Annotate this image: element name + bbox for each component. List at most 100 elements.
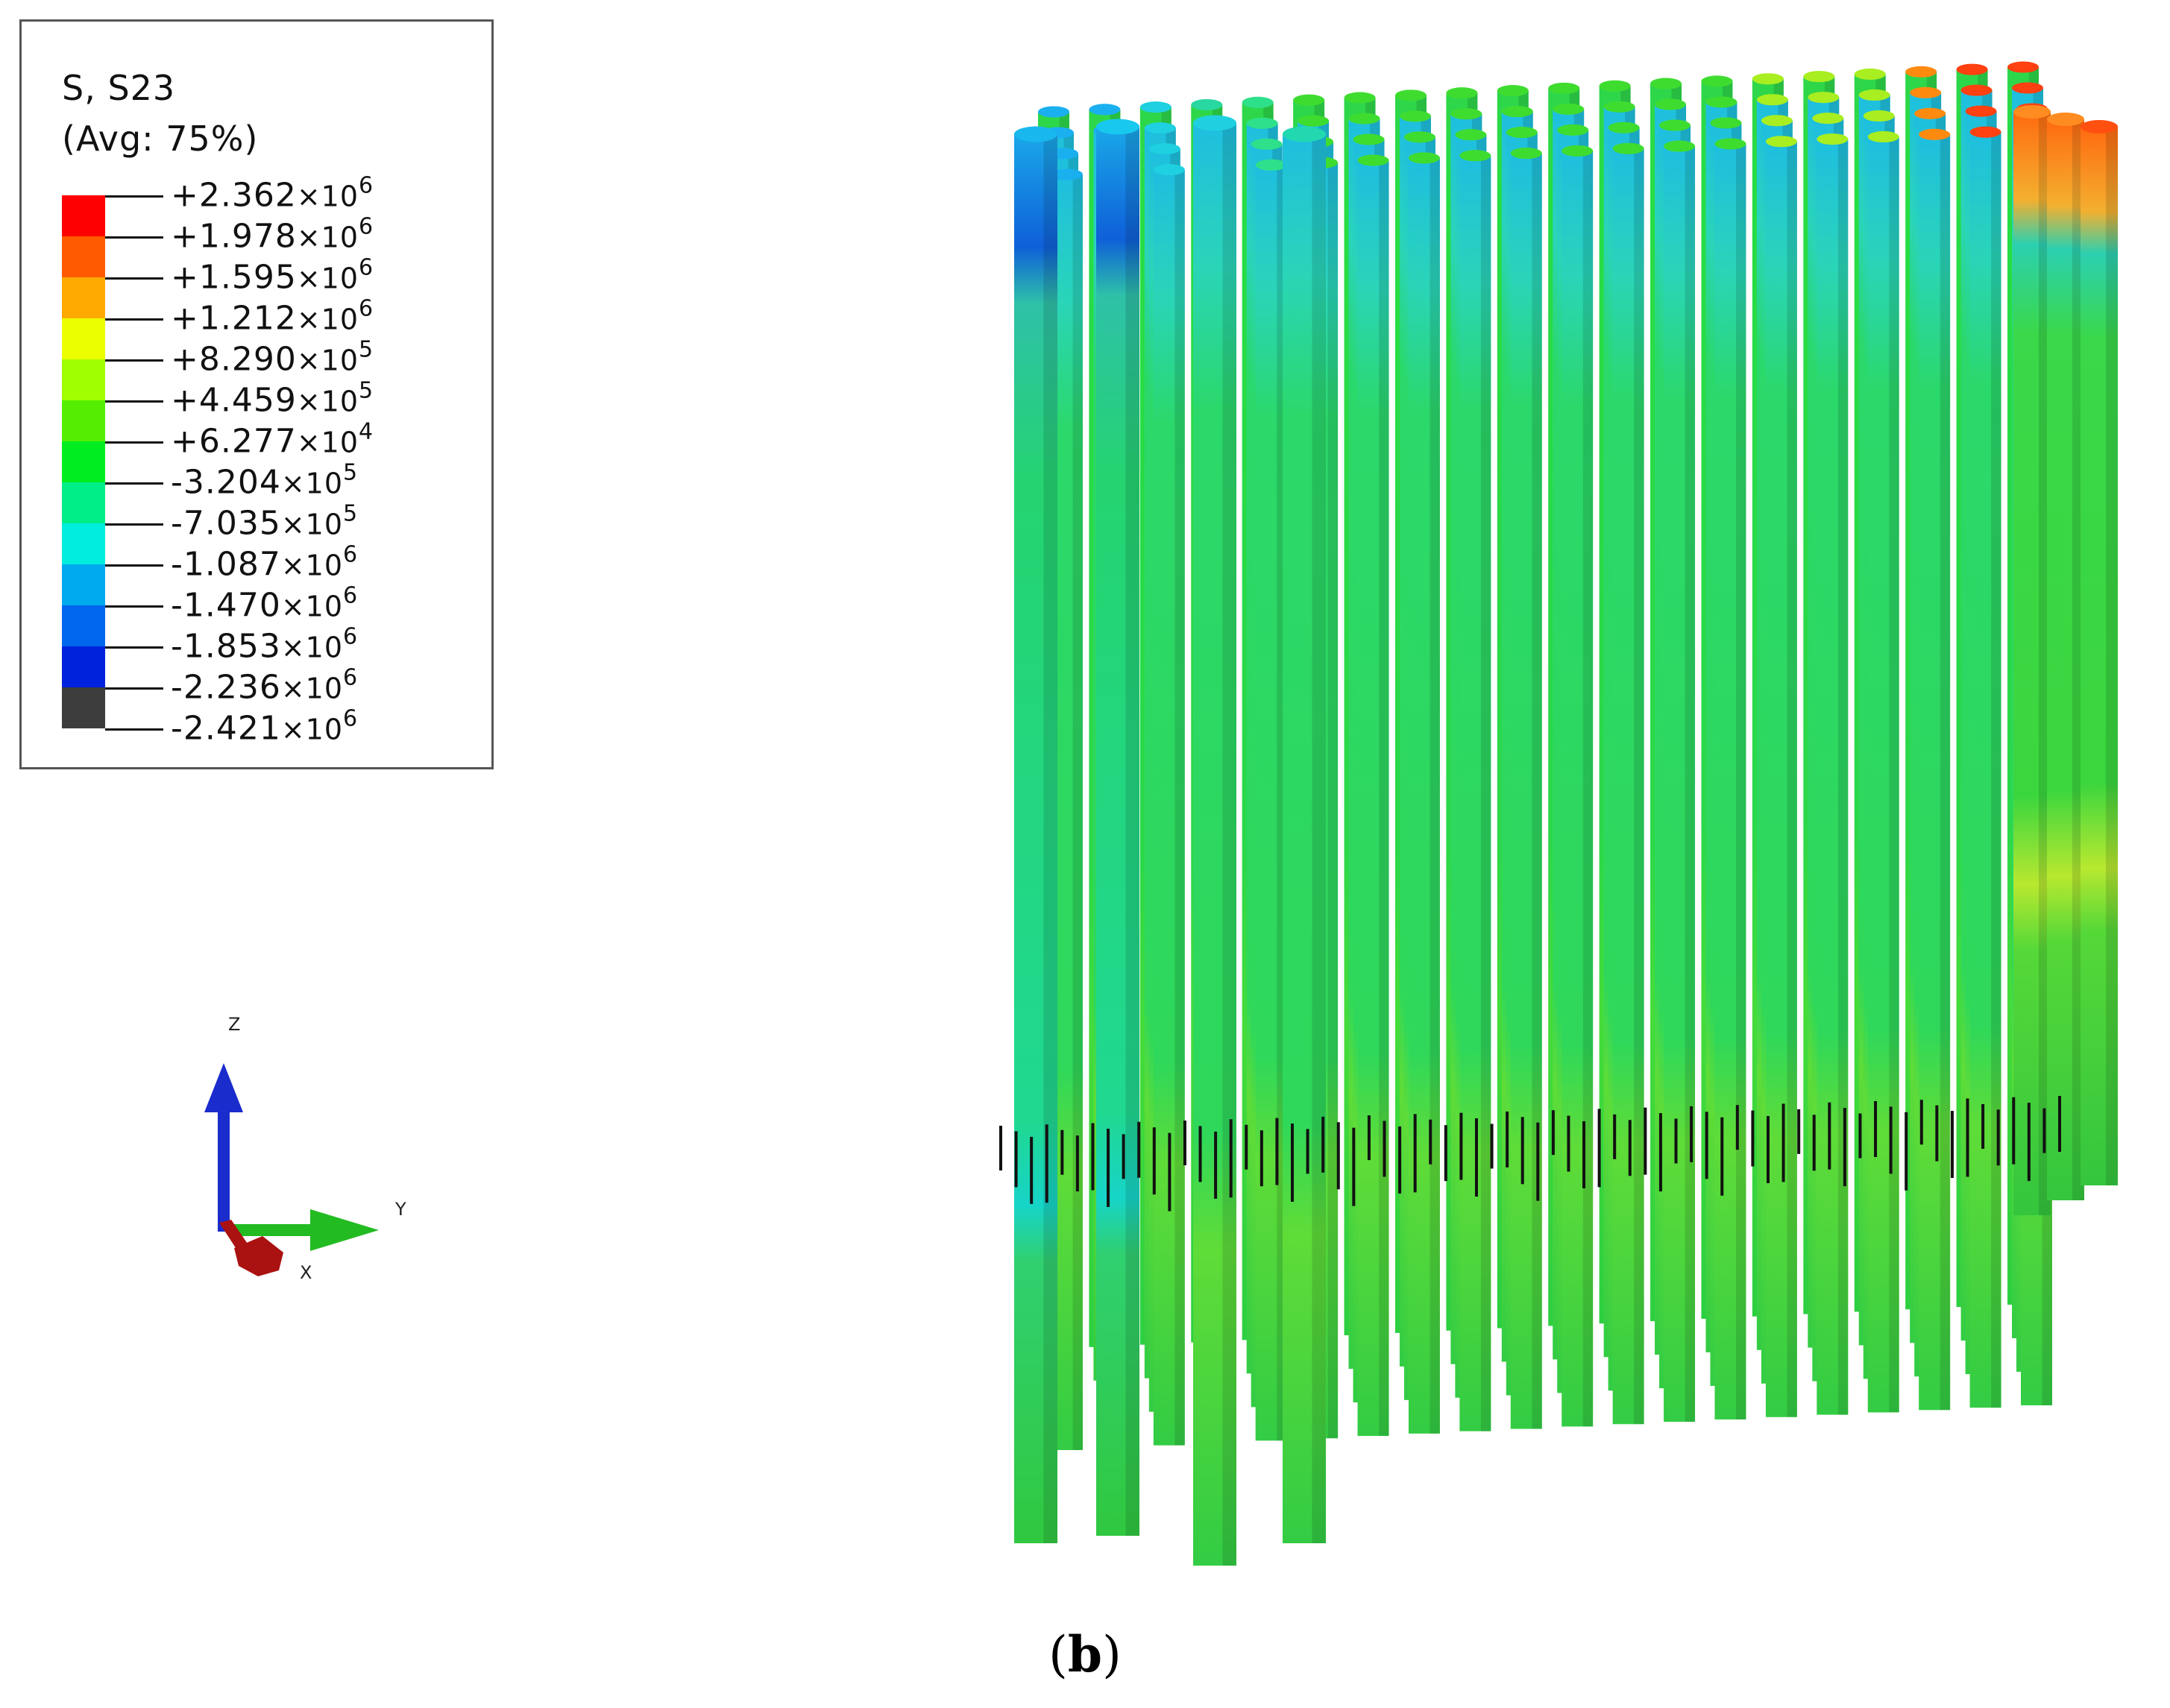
pile xyxy=(1408,157,1440,1434)
pile-cap xyxy=(1283,126,1326,142)
pile-shade xyxy=(1889,136,1899,1413)
pile xyxy=(1817,139,1849,1415)
pile-shade xyxy=(1685,146,1696,1422)
pile-shade xyxy=(1174,169,1185,1446)
pile-cap xyxy=(1344,92,1376,104)
crack-mark xyxy=(1751,1110,1755,1167)
pile-cap xyxy=(2047,113,2084,126)
crack-mark xyxy=(1766,1116,1770,1184)
pile-shade xyxy=(1480,155,1491,1431)
crack-mark xyxy=(1567,1115,1570,1172)
crack-mark xyxy=(1828,1102,1831,1170)
pile-cap xyxy=(1655,98,1687,110)
coordinate-triad: Z Y X xyxy=(204,1014,406,1283)
pile-cap xyxy=(1246,117,1278,129)
crack-mark xyxy=(1075,1135,1079,1192)
pile-cap xyxy=(2012,82,2043,94)
crack-mark xyxy=(1459,1112,1463,1180)
x-axis-label: X xyxy=(300,1262,312,1283)
pile-cap xyxy=(1650,78,1682,89)
pile-cap xyxy=(1510,148,1542,160)
crack-mark xyxy=(1259,1130,1263,1187)
pile-cap xyxy=(1353,133,1385,145)
pile xyxy=(1919,134,1951,1411)
crack-mark xyxy=(1321,1116,1325,1173)
pile-cap xyxy=(1562,145,1594,157)
legend-swatch xyxy=(62,400,105,441)
legend-swatch xyxy=(62,687,105,728)
pile-columns xyxy=(999,61,2118,1566)
pile-shade xyxy=(1430,157,1440,1434)
pile-cap xyxy=(1603,101,1635,113)
crack-mark xyxy=(1152,1127,1156,1195)
pile-shade xyxy=(1222,123,1236,1566)
pile-cap xyxy=(1854,68,1886,81)
pile-cap xyxy=(1863,110,1895,122)
crack-mark xyxy=(1474,1118,1478,1197)
pile xyxy=(2081,127,2118,1185)
pile-cap xyxy=(1803,71,1835,83)
pile-cap xyxy=(1293,94,1325,106)
pile-cap xyxy=(1191,98,1223,111)
crack-mark xyxy=(1889,1106,1893,1174)
pile-cap xyxy=(2007,61,2039,73)
crack-mark xyxy=(1996,1109,2000,1166)
pile xyxy=(1255,165,1287,1441)
legend-tick xyxy=(105,687,163,690)
crack-mark xyxy=(1198,1126,1202,1182)
pile-cap xyxy=(1919,128,1951,140)
pile-cap xyxy=(1139,101,1172,113)
pile-cap xyxy=(1394,89,1427,101)
crack-mark xyxy=(1383,1121,1386,1177)
pile-shade xyxy=(1072,174,1083,1450)
pile-cap xyxy=(1756,94,1788,106)
crack-mark xyxy=(1536,1122,1540,1201)
legend-level-label: +2.362×106 xyxy=(171,172,374,215)
pile-cap xyxy=(1357,154,1389,166)
pile-cap xyxy=(1501,106,1533,118)
pile-cap xyxy=(1714,138,1746,150)
pile-shade xyxy=(1532,153,1542,1429)
crack-mark xyxy=(1644,1107,1647,1175)
crack-mark xyxy=(1628,1120,1632,1176)
legend-swatch xyxy=(62,646,105,687)
contour-legend: S, S23 (Avg: 75%) +2.362×106 +1.978×106 +1… xyxy=(19,19,494,769)
legend-level-label: +8.290×105 xyxy=(171,336,374,379)
legend-swatch xyxy=(62,359,105,400)
legend-tick xyxy=(105,359,163,362)
pile xyxy=(1969,132,2001,1408)
pile-cap xyxy=(1089,104,1121,116)
y-axis-arrow xyxy=(230,1209,379,1251)
crack-mark xyxy=(1582,1121,1586,1188)
pile-cap xyxy=(1242,96,1274,108)
crack-mark xyxy=(1781,1103,1785,1182)
pile-cap xyxy=(1701,75,1733,87)
legend-level-label: -3.204×105 xyxy=(171,459,359,502)
pile xyxy=(1562,151,1594,1427)
pile-cap xyxy=(2013,105,2051,119)
pile-cap xyxy=(1506,127,1538,139)
crack-mark xyxy=(1720,1117,1724,1196)
pile-cap xyxy=(1858,89,1890,101)
pile-cap xyxy=(1251,138,1283,150)
pile-shade xyxy=(1125,127,1139,1536)
legend-swatch xyxy=(62,523,105,564)
pile-cap xyxy=(1014,126,1057,142)
crack-mark xyxy=(1905,1112,1908,1191)
pile-shade xyxy=(1940,134,1951,1411)
legend-level-label: -7.035×105 xyxy=(171,500,359,543)
crack-mark xyxy=(1674,1118,1678,1164)
caption-letter: b xyxy=(1067,1625,1103,1683)
legend-level-label: +1.212×106 xyxy=(171,295,374,338)
pile-cap xyxy=(1956,63,1988,75)
pile-cap xyxy=(1812,113,1844,125)
crack-mark xyxy=(2042,1108,2046,1153)
pile xyxy=(1193,123,1236,1566)
pile-shade xyxy=(1327,163,1339,1439)
crack-mark xyxy=(1690,1106,1693,1162)
pile-shade xyxy=(1634,148,1644,1425)
pile-cap xyxy=(1408,152,1440,164)
crack-mark xyxy=(1306,1129,1309,1174)
pile-cap xyxy=(1399,110,1431,122)
pile-cap xyxy=(1808,92,1840,104)
